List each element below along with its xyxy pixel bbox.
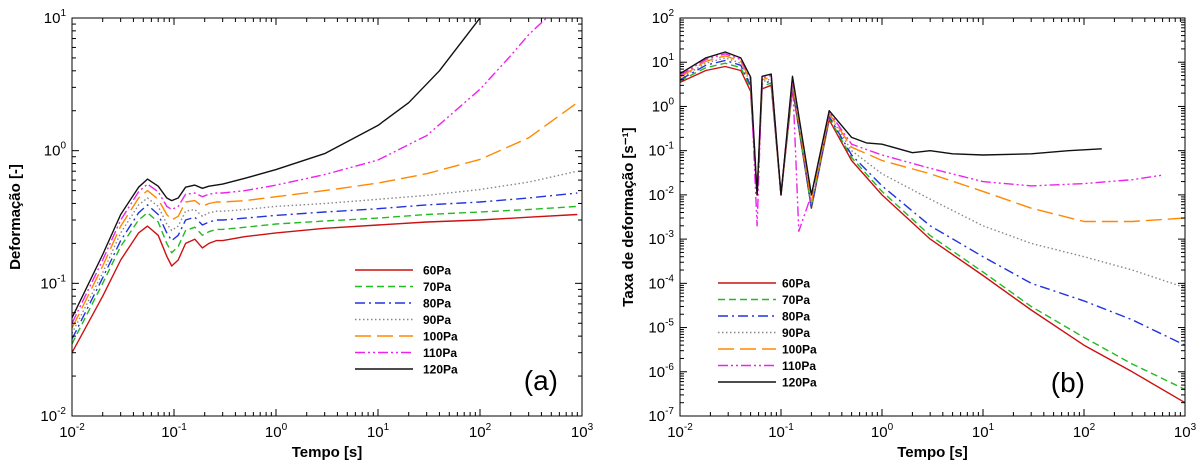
series-line-110Pa xyxy=(72,18,548,324)
legend-label: 110Pa xyxy=(782,359,816,373)
panel-label: (b) xyxy=(1051,367,1085,398)
legend: 60Pa 70Pa 80Pa 90Pa 100Pa 110Pa 120Pa xyxy=(718,277,817,390)
series-line-90Pa xyxy=(72,170,578,334)
x-tick-label: 103 xyxy=(571,422,594,441)
legend-label: 60Pa xyxy=(782,277,810,291)
chart-panel-a: 10-2 10-1 100 101 102 10310-210-1100101Tempo … xyxy=(7,8,594,461)
legend-label: 120Pa xyxy=(782,376,817,390)
y-tick-label: 101 xyxy=(652,52,675,71)
x-tick-label: 10-1 xyxy=(161,422,187,441)
series-line-110Pa xyxy=(680,53,1163,233)
series-line-100Pa xyxy=(680,55,1185,223)
x-tick-label: 10-2 xyxy=(59,422,85,441)
series-line-70Pa xyxy=(680,62,1185,391)
y-tick-label: 100 xyxy=(44,141,67,160)
x-axis-label: Tempo [s] xyxy=(292,444,363,461)
chart-panel-b: 10-2 10-1 100 101 102 103 10-7 10-6 10-5 10-4 10-3… xyxy=(620,8,1197,461)
legend-label: 80Pa xyxy=(782,310,810,324)
legend-label: 100Pa xyxy=(423,330,458,344)
y-tick-label: 101 xyxy=(44,8,67,27)
series-lines xyxy=(72,18,578,354)
legend-label: 70Pa xyxy=(423,280,451,294)
series-lines xyxy=(680,51,1185,404)
series-line-60Pa xyxy=(680,65,1185,404)
y-tick-label: 102 xyxy=(652,8,675,27)
y-tick-label: 100 xyxy=(652,96,675,115)
legend-label: 60Pa xyxy=(423,264,451,278)
y-tick-label: 10-7 xyxy=(648,406,674,425)
panel-label: (a) xyxy=(524,365,558,396)
y-tick-label: 10-6 xyxy=(648,362,674,381)
y-tick-label: 10-4 xyxy=(648,273,674,292)
legend-label: 90Pa xyxy=(782,326,810,340)
series-line-60Pa xyxy=(72,213,578,354)
x-tick-label: 10-2 xyxy=(667,422,693,441)
y-tick-label: 10-2 xyxy=(648,185,674,204)
x-tick-label: 102 xyxy=(469,422,492,441)
y-tick-label: 10-5 xyxy=(648,318,674,337)
y-tick-label: 10-1 xyxy=(40,273,66,292)
legend-label: 110Pa xyxy=(423,346,457,360)
series-line-120Pa xyxy=(680,51,1102,196)
legend-label: 70Pa xyxy=(782,293,810,307)
series-line-70Pa xyxy=(72,205,578,345)
series-line-100Pa xyxy=(72,102,578,329)
y-tick-label: 10-3 xyxy=(648,229,674,248)
series-line-120Pa xyxy=(72,18,481,319)
legend-label: 90Pa xyxy=(423,313,451,327)
x-tick-label: 101 xyxy=(972,422,995,441)
x-tick-label: 101 xyxy=(367,422,390,441)
x-tick-label: 10-1 xyxy=(768,422,794,441)
legend-label: 120Pa xyxy=(423,363,458,377)
x-tick-label: 102 xyxy=(1073,422,1096,441)
legend: 60Pa 70Pa 80Pa 90Pa 100Pa 110Pa 120Pa xyxy=(355,264,458,377)
x-tick-label: 103 xyxy=(1174,422,1197,441)
y-tick-label: 10-2 xyxy=(40,406,66,425)
legend-label: 100Pa xyxy=(782,343,817,357)
plot-frame xyxy=(679,17,1186,417)
y-tick-label: 10-1 xyxy=(648,141,674,160)
x-tick-label: 100 xyxy=(871,422,894,441)
y-axis-label: Deformação [-] xyxy=(7,164,24,270)
series-line-80Pa xyxy=(72,192,578,340)
x-axis-label: Tempo [s] xyxy=(897,444,968,461)
y-axis-label: Taxa de deformação [s⁻¹] xyxy=(620,127,637,306)
series-line-80Pa xyxy=(680,59,1185,346)
plot-frame xyxy=(71,17,583,417)
legend-label: 80Pa xyxy=(423,297,451,311)
x-tick-label: 100 xyxy=(265,422,288,441)
